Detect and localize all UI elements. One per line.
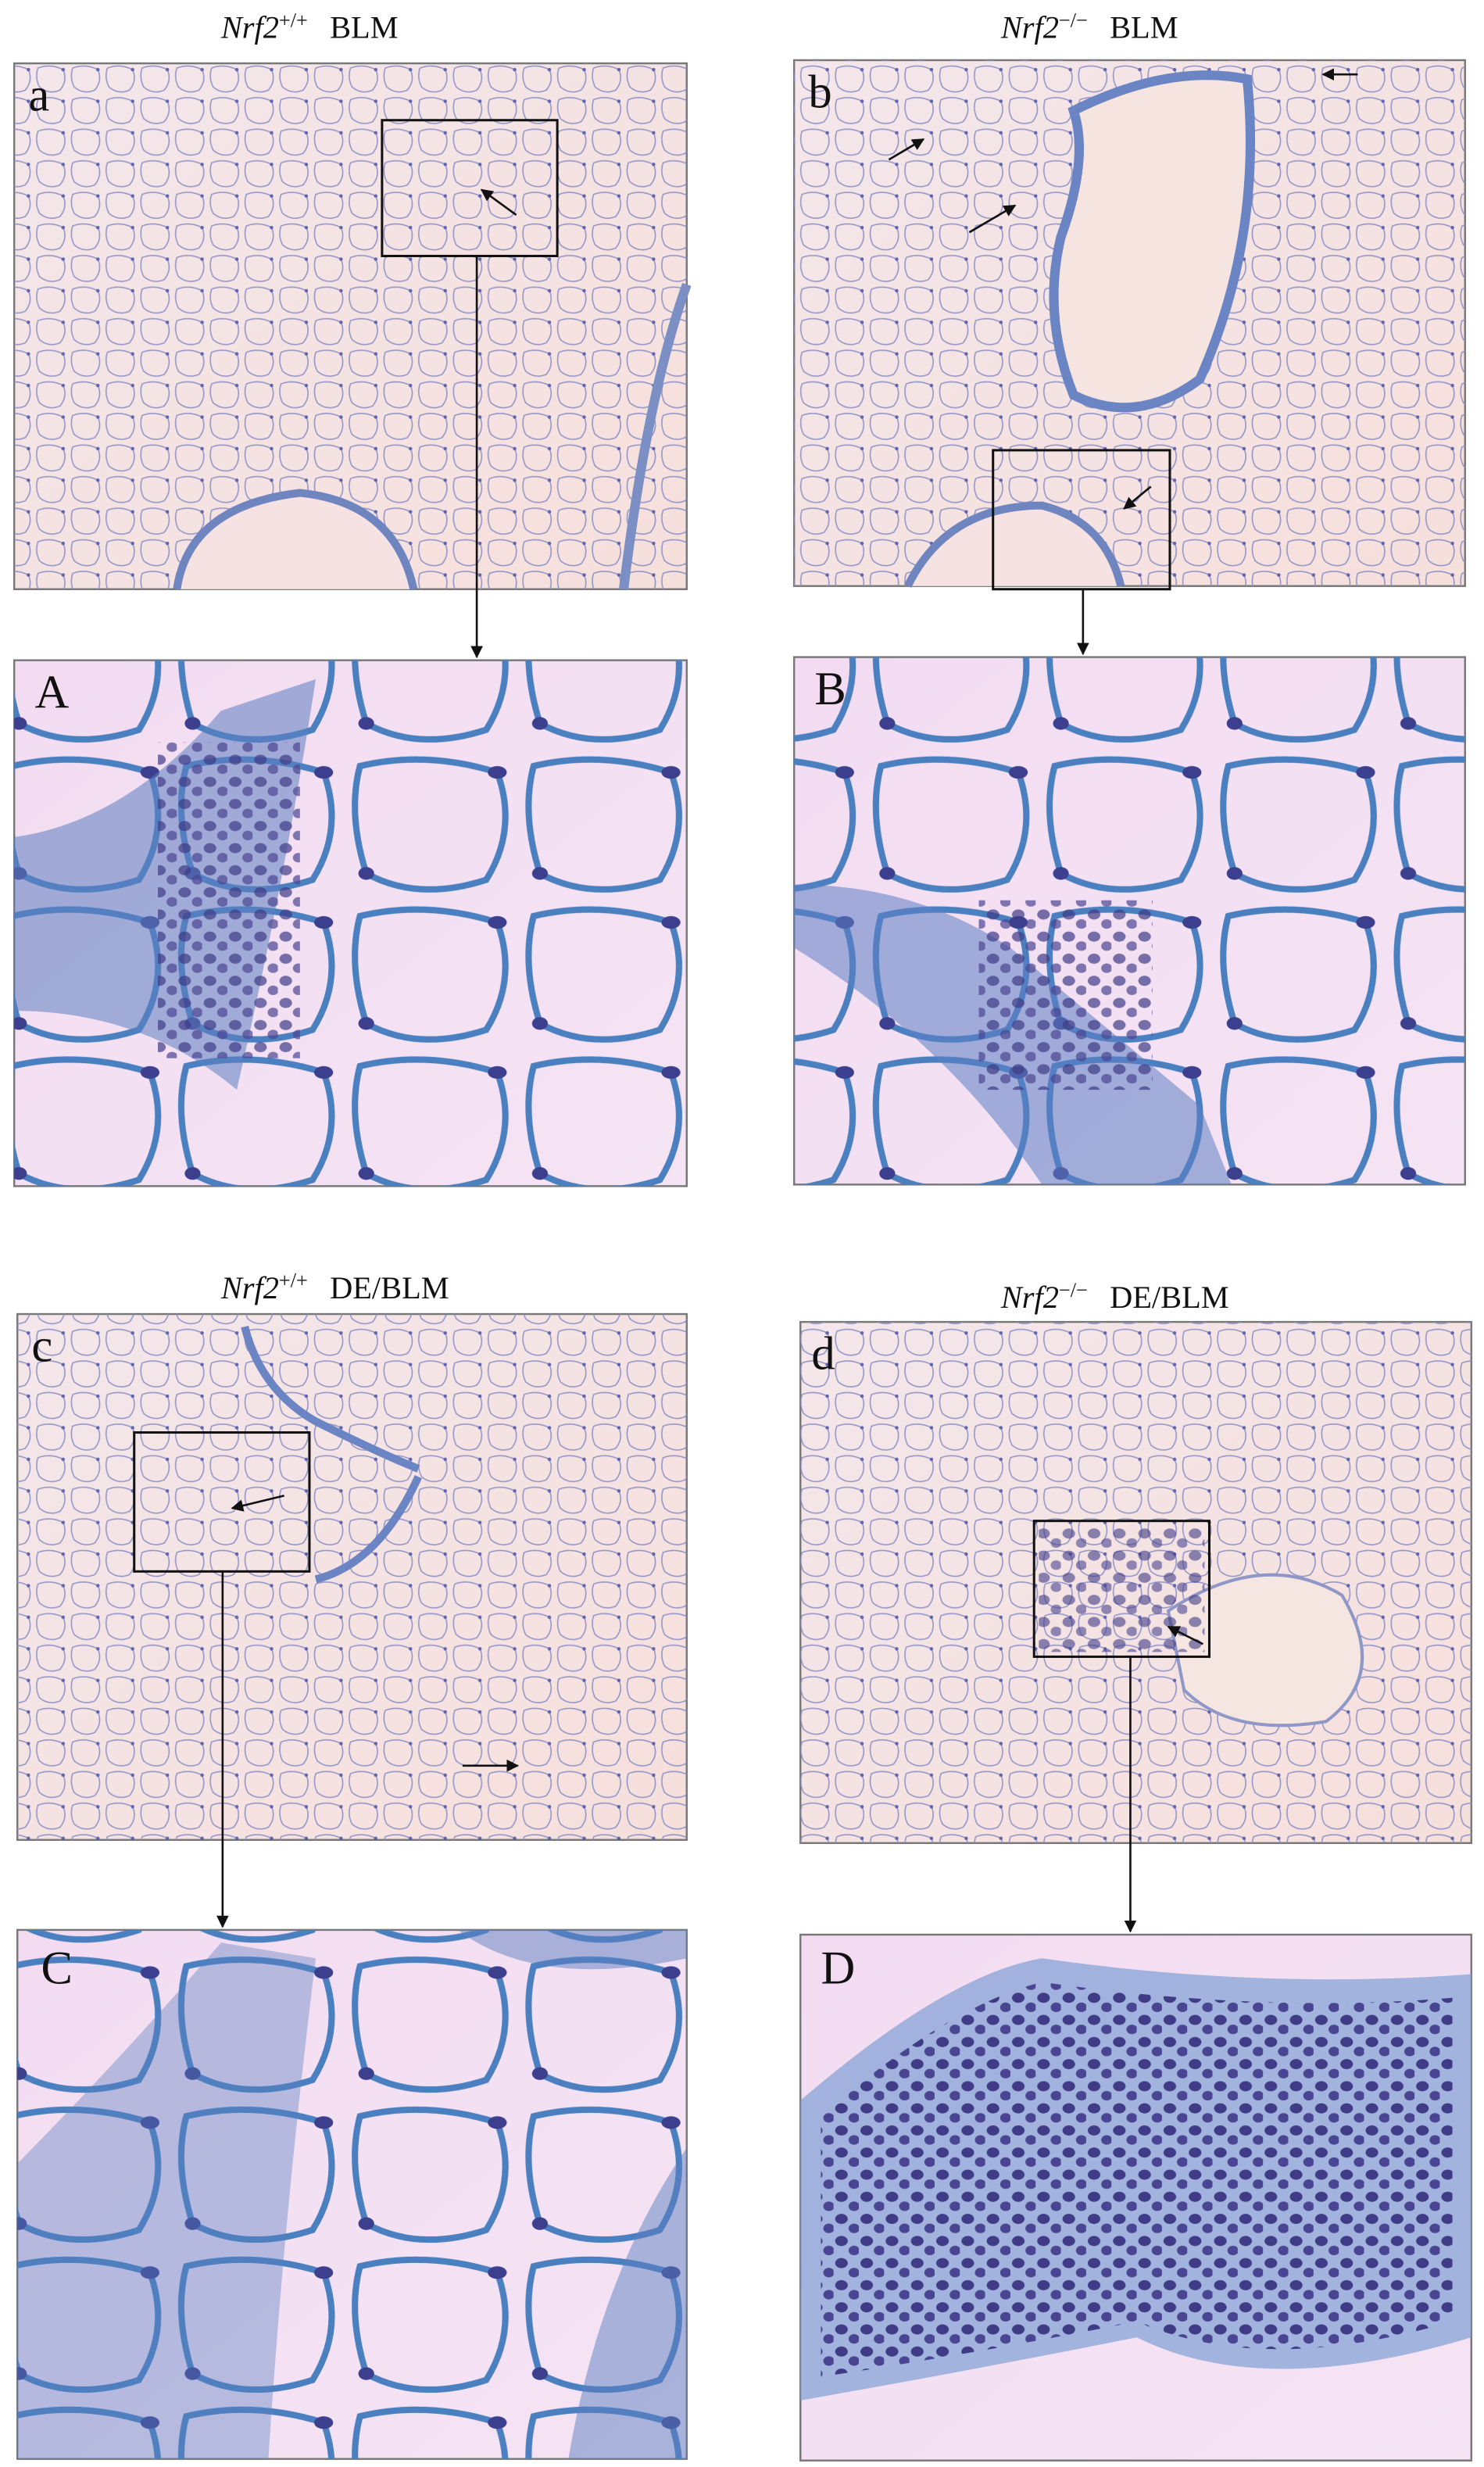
panel-label: D (821, 1942, 856, 1995)
heading: Nrf2+/+ DE/BLM (220, 1269, 449, 1305)
treatment: BLM (1110, 10, 1178, 45)
panel: d (799, 1320, 1473, 1845)
heading: Nrf2−/− DE/BLM (1000, 1279, 1229, 1315)
panel: b (792, 59, 1466, 591)
treatment: DE/BLM (1110, 1280, 1229, 1315)
panel-label: A (34, 666, 69, 718)
heading: Nrf2+/+ BLM (220, 9, 399, 45)
panel: A (13, 659, 688, 1187)
gene: Nrf2 (220, 1270, 279, 1305)
treatment: BLM (330, 10, 399, 45)
panel-label: C (41, 1942, 73, 1995)
panel: c (16, 1312, 688, 1841)
panel: C (16, 1928, 688, 2460)
genotype: −/− (1059, 1279, 1088, 1302)
gene: Nrf2 (220, 10, 279, 45)
gene: Nrf2 (1000, 1280, 1059, 1315)
panel: B (792, 656, 1466, 1186)
panel-label: b (808, 66, 831, 119)
treatment: DE/BLM (330, 1270, 449, 1305)
gene: Nrf2 (1000, 10, 1059, 45)
panel-label: d (811, 1328, 835, 1380)
genotype: +/+ (279, 9, 308, 32)
heading: Nrf2−/− BLM (1000, 9, 1178, 45)
genotype: −/− (1059, 9, 1088, 32)
panel: a (13, 62, 692, 590)
panel-label: B (814, 663, 846, 715)
panel-label: a (28, 70, 49, 122)
genotype: +/+ (279, 1269, 308, 1292)
panel-label: c (31, 1320, 52, 1373)
panel: D (799, 1933, 1473, 2462)
